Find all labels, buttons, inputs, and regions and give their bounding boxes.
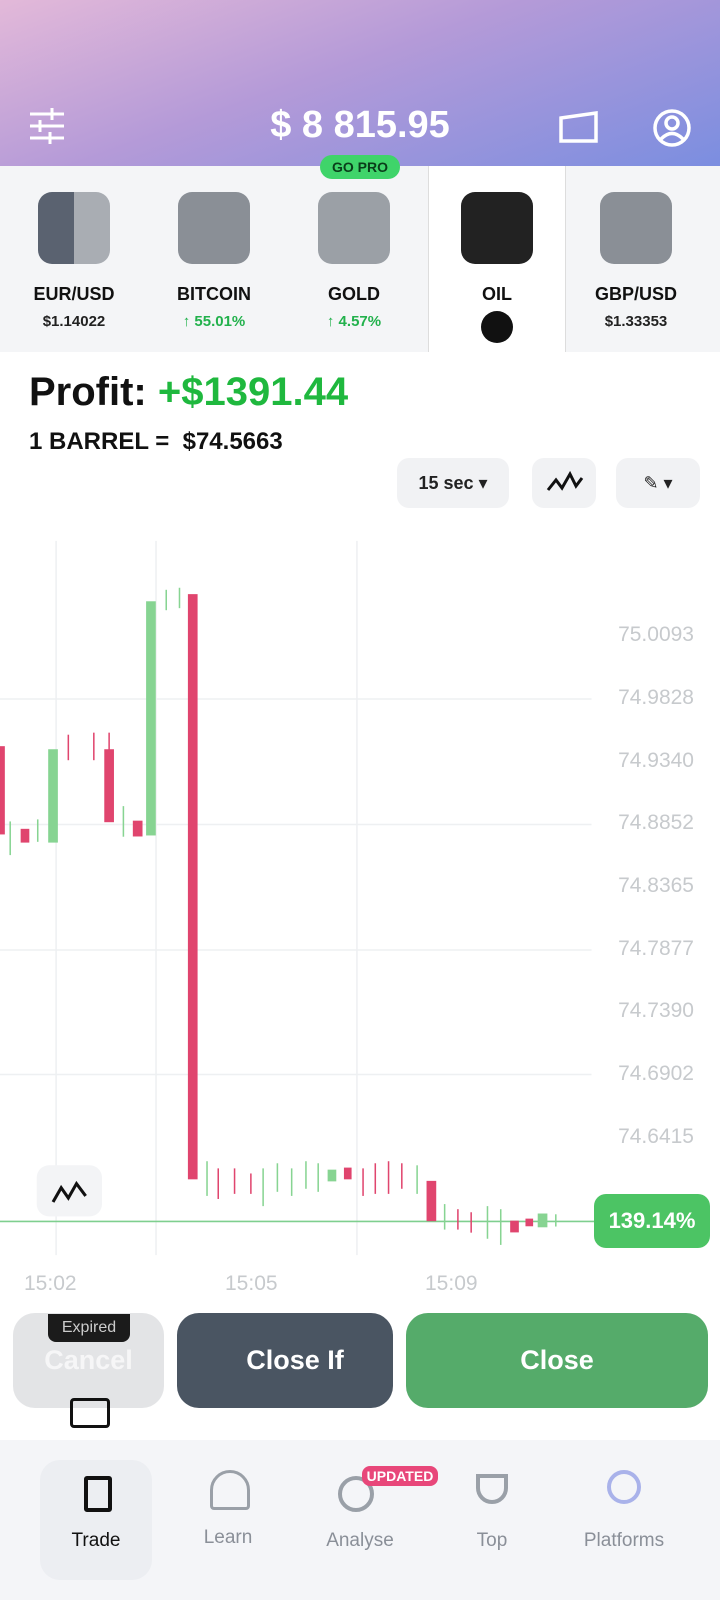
time-label: 15:02: [24, 1272, 77, 1295]
nav-label[interactable]: Trade: [71, 1530, 121, 1551]
asset-name: EUR/USD: [33, 284, 115, 304]
settings-icon[interactable]: [30, 108, 64, 144]
profit-label: Profit:: [29, 370, 147, 414]
price-label: 74.8852: [618, 811, 694, 834]
price-label: 74.9340: [618, 749, 694, 772]
nav-label[interactable]: Platforms: [583, 1530, 665, 1551]
asset[interactable]: EUR/USD $1.14022: [4, 166, 144, 330]
header: $ 8 815.95: [0, 0, 720, 166]
asset-value: ↑ 4.57%: [326, 313, 382, 330]
asset-value: $1.14022: [42, 313, 106, 330]
swap-icon[interactable]: [481, 311, 513, 343]
profile-icon[interactable]: [652, 108, 692, 148]
asset-value: $1.33353: [604, 313, 668, 330]
asset-name: OIL: [482, 284, 512, 304]
chart-type-icon: [546, 470, 584, 491]
price-label: 74.9828: [618, 686, 694, 709]
asset-name: GOLD: [328, 284, 380, 304]
profit: Profit: +$1391.44: [29, 370, 348, 415]
indicator-button[interactable]: ✎ ▾: [616, 458, 700, 508]
nav-label[interactable]: Learn: [203, 1527, 253, 1548]
profit-value: +$1391.44: [157, 370, 349, 414]
updated-badge: UPDATED: [362, 1466, 438, 1486]
asset-icon: [461, 192, 533, 264]
balance[interactable]: $ 8 815.95: [270, 104, 450, 146]
time-label: 15:09: [425, 1272, 478, 1295]
time-label: 15:05: [225, 1272, 278, 1295]
price-label: 74.7390: [618, 999, 694, 1022]
wallet-icon[interactable]: [558, 110, 600, 144]
close-button[interactable]: Close: [406, 1313, 708, 1408]
bottom-nav: Trade Learn UPDATED Analyse Top Platform…: [0, 1440, 720, 1600]
asset[interactable]: BITCOIN ↑ 55.01%: [144, 166, 284, 330]
close-if-button[interactable]: Close If: [177, 1313, 393, 1408]
price-label: 74.6415: [618, 1125, 694, 1148]
nav-active-bg: [40, 1460, 152, 1580]
rate-label: 1 BARREL =: [29, 428, 170, 455]
rate: 1 BARREL = $74.5663: [29, 428, 283, 456]
price-label: 74.6902: [618, 1062, 694, 1085]
asset[interactable]: GBP/USD $1.33353: [566, 166, 706, 330]
asset-name: BITCOIN: [177, 284, 251, 304]
interval-select[interactable]: 15 sec ▾: [397, 458, 509, 508]
analyse-icon: [338, 1476, 374, 1512]
cancel-button[interactable]: Cancel: [13, 1313, 164, 1408]
asset-icon: [318, 192, 390, 264]
video-icon[interactable]: [70, 1398, 110, 1428]
asset[interactable]: GOLD ↑ 4.57%: [284, 166, 424, 330]
chart-type-button[interactable]: [532, 458, 596, 508]
nav-label[interactable]: Analyse: [326, 1530, 394, 1551]
asset-bar: EUR/USD $1.14022 BITCOIN ↑ 55.01% GOLD ↑ 4.…: [0, 166, 720, 352]
platforms-icon: [607, 1470, 641, 1504]
asset-value: ↑ 55.01%: [182, 313, 246, 330]
top-icon: [476, 1474, 508, 1504]
asset-icon: [600, 192, 672, 264]
go-pro-badge[interactable]: GO PRO: [320, 155, 400, 179]
learn-icon: [210, 1470, 250, 1510]
profit-badge: 139.14%: [594, 1194, 710, 1248]
expired-tag: Expired: [48, 1314, 130, 1342]
nav-label[interactable]: Top: [476, 1530, 508, 1551]
asset-name: GBP/USD: [594, 284, 677, 304]
price-label: 74.7877: [618, 937, 694, 960]
price-label: 75.0093: [618, 623, 694, 646]
asset-selected[interactable]: OIL: [428, 166, 566, 352]
price-label: 74.8365: [618, 874, 694, 897]
trade-icon: [84, 1476, 112, 1512]
asset-icon: [38, 192, 110, 264]
rate-value: $74.5663: [182, 428, 283, 455]
asset-icon: [178, 192, 250, 264]
